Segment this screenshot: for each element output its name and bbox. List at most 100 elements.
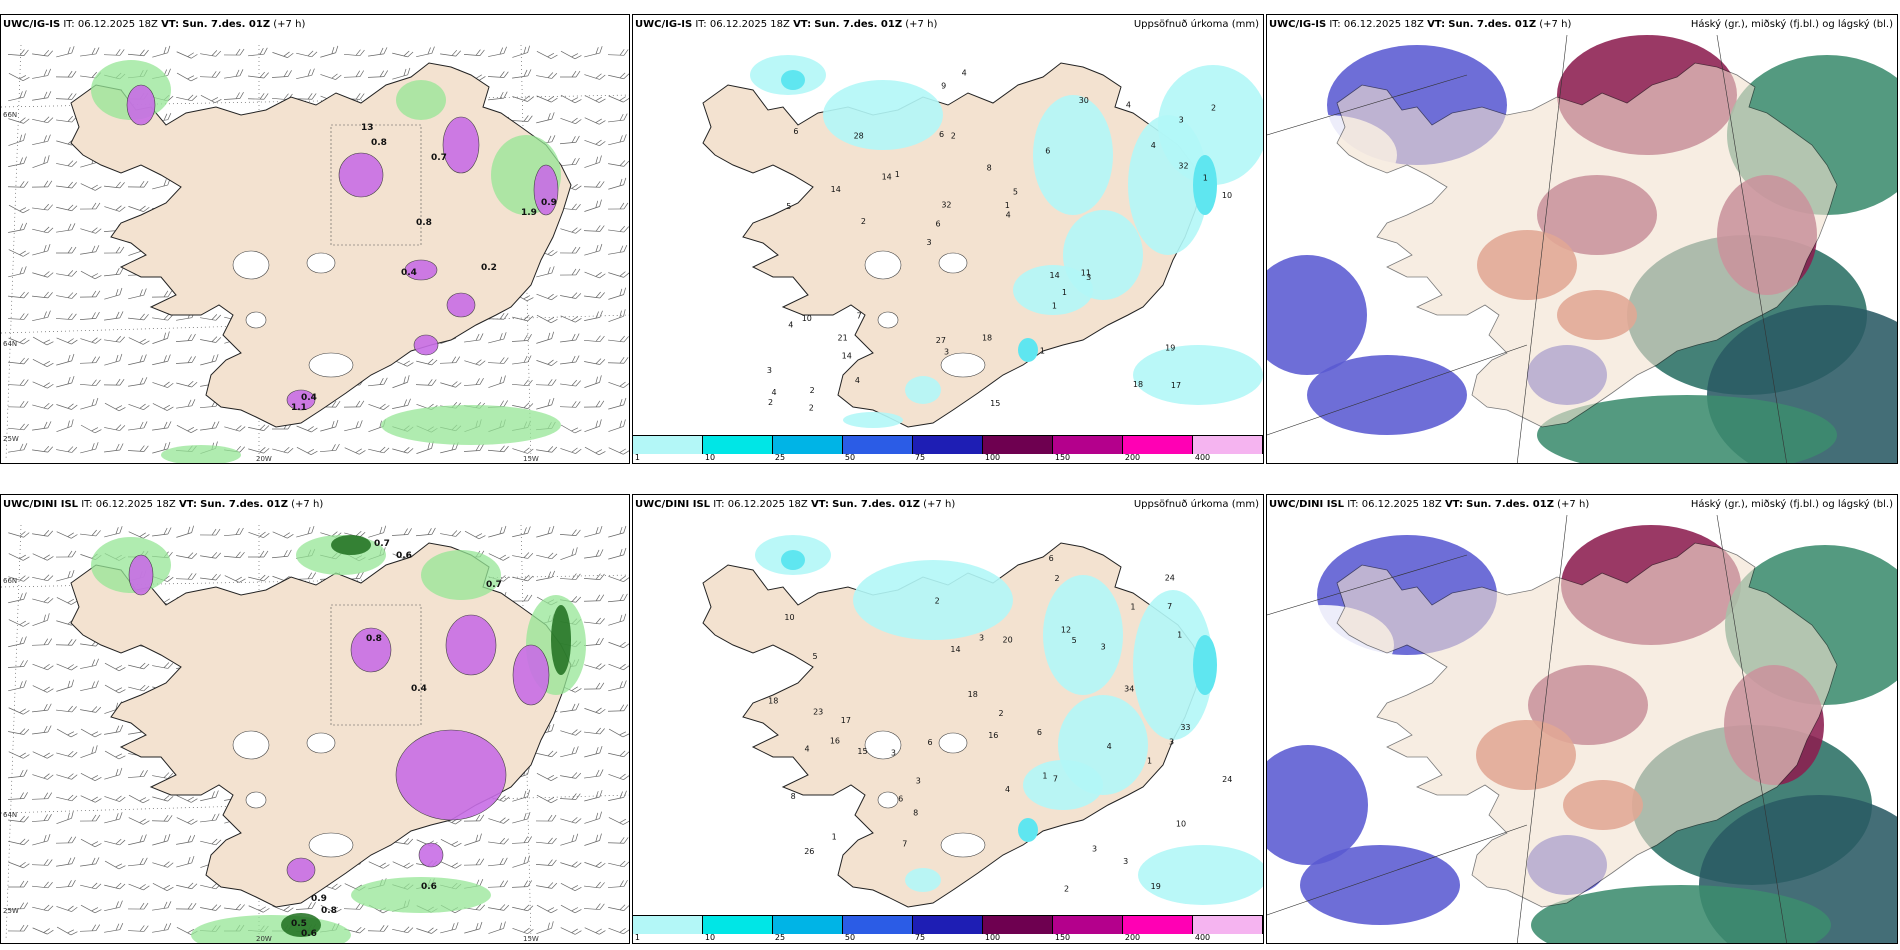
- snow-value-label: 0.8: [366, 634, 382, 644]
- wind-barb: [511, 594, 533, 602]
- wind-barb: [128, 288, 147, 300]
- colorbar-swatch: [703, 916, 773, 934]
- colorbar-swatch: [983, 436, 1053, 454]
- wind-barb: [320, 419, 339, 432]
- wind-barb: [560, 729, 582, 736]
- wind-barb: [584, 139, 606, 147]
- precip-value-label: 19: [1151, 882, 1161, 891]
- wind-barb: [560, 746, 579, 758]
- wind-barb: [511, 115, 533, 122]
- wind-barb: [608, 271, 629, 278]
- wind-barb: [55, 879, 76, 889]
- precip-value-label: 28: [854, 131, 864, 140]
- wind-barb: [199, 71, 221, 78]
- precip-value-label: 3: [944, 348, 949, 357]
- wind-barb: [584, 291, 605, 299]
- lon-label-25: 25W: [3, 907, 19, 915]
- wind-barb: [152, 314, 174, 321]
- precip-value-label: 4: [805, 745, 810, 754]
- wind-barb: [584, 549, 604, 559]
- wind-barb: [152, 331, 170, 344]
- wind-barb: [248, 424, 270, 431]
- wind-barb: [559, 268, 581, 276]
- wind-barb: [104, 838, 126, 846]
- wind-barb: [416, 441, 434, 454]
- colorbar-swatch: [983, 916, 1053, 934]
- wind-barb: [535, 814, 557, 822]
- colorbar-tick-label: 200: [1124, 453, 1141, 462]
- wind-barb: [32, 881, 53, 889]
- wind-barb: [31, 792, 53, 800]
- wind-barb: [31, 180, 53, 188]
- wind-barb: [295, 572, 317, 580]
- wind-barb: [80, 772, 102, 782]
- colorbar-swatch: [633, 916, 703, 934]
- colorbar-tick-label: 1: [634, 453, 640, 462]
- wind-barb: [80, 728, 102, 738]
- wind-barb: [368, 525, 387, 538]
- precip-value-label: 3: [979, 633, 984, 642]
- panel-subtitle: Háský (gr.), miðský (fj.bl.) og lágský (…: [1690, 499, 1893, 510]
- glacier: [940, 352, 986, 378]
- wind-barb: [536, 773, 558, 781]
- lon-label-20: 20W: [256, 935, 272, 943]
- wind-barb: [583, 903, 605, 910]
- wind-barb: [55, 246, 77, 254]
- wind-barb: [272, 51, 294, 58]
- wind-barb: [55, 639, 77, 646]
- wind-barb: [32, 271, 54, 278]
- wind-barb: [272, 549, 292, 559]
- snow-depth-area: [128, 554, 154, 596]
- precip-value-label: 20: [1003, 636, 1013, 645]
- wind-barb: [200, 94, 222, 104]
- wind-barb: [80, 47, 100, 57]
- wind-barb: [32, 49, 53, 57]
- wind-barb: [80, 529, 101, 537]
- precip-area-heavy: [781, 70, 805, 90]
- colorbar-swatch: [1193, 436, 1263, 454]
- panel-title: UWC/IG-IS IT: 06.12.2025 18Z VT: Sun. 7.…: [3, 19, 306, 30]
- wind-barb: [608, 593, 628, 603]
- snow-value-label: 0.6: [396, 551, 412, 561]
- wind-barb: [560, 833, 579, 846]
- wind-barb: [584, 419, 602, 432]
- wind-barb: [55, 313, 77, 320]
- wind-barb: [104, 724, 124, 735]
- wind-barb: [512, 904, 534, 912]
- wind-barb: [200, 336, 222, 343]
- panel-bottom-left-wind-snow: UWC/DINI ISL IT: 06.12.2025 18Z VT: Sun.…: [0, 494, 630, 944]
- wind-barb: [32, 421, 52, 431]
- precip-value-label: 6: [1037, 728, 1042, 737]
- wind-barb: [367, 925, 389, 932]
- wind-barb: [7, 792, 28, 800]
- wind-barb: [79, 202, 101, 210]
- colorbar-swatch: [703, 436, 773, 454]
- wind-barb: [391, 528, 412, 536]
- wind-barb: [608, 927, 629, 935]
- colorbar-tick-label: 200: [1124, 933, 1141, 942]
- wind-barb: [344, 447, 366, 455]
- grid-line: [1516, 34, 1568, 463]
- snow-depth-area: [446, 292, 476, 318]
- wind-barb: [104, 882, 126, 890]
- precip-value-label: 23: [813, 708, 823, 717]
- lon-label-15: 15W: [523, 935, 539, 943]
- snow-depth-area: [126, 84, 156, 126]
- wind-barb: [8, 357, 29, 365]
- wind-barb: [536, 314, 558, 324]
- wind-barb: [7, 49, 29, 56]
- precip-area: [1133, 590, 1213, 740]
- precip-value-label: 26: [804, 847, 814, 856]
- wind-barb: [536, 72, 558, 79]
- wind-barb: [104, 311, 124, 321]
- grid-line: [1716, 514, 1787, 943]
- precip-value-label: 1: [1062, 288, 1067, 297]
- wind-snow-map: 130.80.70.80.4 0.21.90.90.41.1: [1, 44, 629, 463]
- wind-barb: [8, 117, 30, 124]
- wind-barb: [128, 684, 150, 692]
- wind-barb: [560, 292, 582, 299]
- wind-barb: [608, 547, 627, 560]
- wind-barb: [128, 49, 149, 57]
- precip-value-label: 1: [1042, 772, 1047, 781]
- cloud-cover-area: [1267, 745, 1368, 865]
